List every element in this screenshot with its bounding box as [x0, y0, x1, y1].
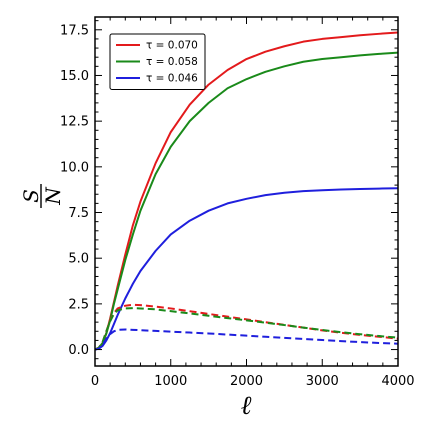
y-tick-label: 17.5 — [60, 23, 89, 38]
x-tick-label: 3000 — [306, 374, 339, 389]
legend: τ = 0.070 τ = 0.058 τ = 0.046 — [109, 33, 206, 90]
x-tick-label: 1000 — [154, 374, 187, 389]
y-axis-label-numerator: S — [19, 189, 43, 203]
legend-entry-label: τ = 0.070 — [146, 40, 198, 52]
y-tick-label: 15.0 — [60, 69, 89, 84]
series-line-2 — [94, 187, 399, 351]
legend-entry-label: τ = 0.058 — [146, 56, 198, 68]
series-line-1 — [94, 51, 399, 351]
y-tick-label: 5.0 — [68, 252, 89, 267]
y-tick-label: 10.0 — [60, 160, 89, 175]
plot-lines — [94, 31, 399, 351]
y-tick-label: 2.5 — [68, 297, 89, 312]
legend-box — [109, 33, 206, 90]
x-tick-label: 4000 — [381, 374, 414, 389]
dashed-series-line-3 — [94, 303, 399, 351]
dashed-series-line-5 — [94, 328, 399, 351]
dashed-series-line-4 — [94, 307, 399, 351]
x-tick-label: 0 — [91, 374, 99, 389]
y-axis-label-denominator: N — [41, 186, 65, 206]
plot-frame — [94, 16, 399, 367]
y-tick-label: 0.0 — [68, 343, 89, 358]
y-axis-label: S N — [19, 184, 65, 208]
x-axis-label: ℓ — [241, 391, 252, 421]
legend-entry-label: τ = 0.046 — [146, 73, 198, 85]
y-tick-label: 7.5 — [68, 206, 89, 221]
x-tick-label: 2000 — [230, 374, 263, 389]
y-tick-label: 12.5 — [60, 115, 89, 130]
axis-tick-labels: 0 1000 2000 3000 4000 0.0 2.5 5.0 7.5 10.0 12.5 15.… — [60, 23, 415, 389]
